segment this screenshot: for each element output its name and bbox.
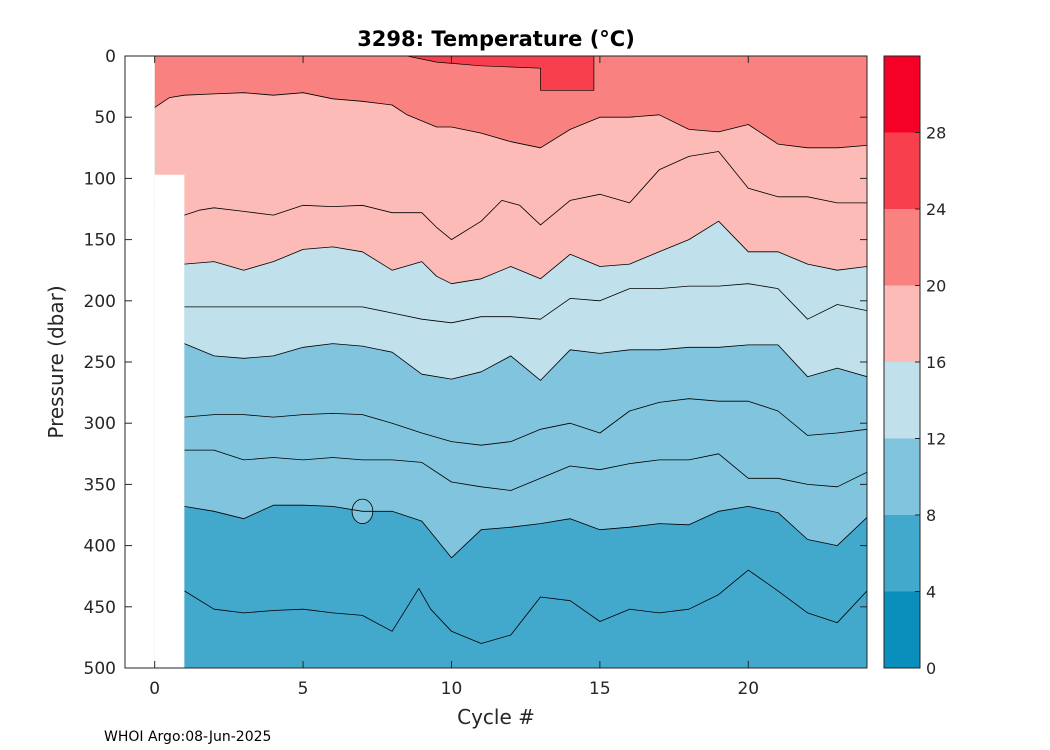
- isotherm-8: [184, 504, 867, 559]
- y-tick-label: 100: [84, 169, 116, 189]
- colorbar-segment-28: [884, 56, 920, 133]
- colorbar-segment-12: [884, 362, 920, 439]
- colorbar: 0 4 8 12 16 20 24 28: [883, 55, 946, 678]
- isotherm-20: [154, 92, 867, 149]
- isotherm-12: [184, 343, 867, 381]
- no-data-region: [154, 174, 185, 668]
- isotherm-14: [184, 283, 867, 324]
- y-tick-label: 50: [94, 108, 116, 128]
- x-axis: 0 5 10 15 20: [149, 56, 759, 699]
- colorbar-segment-16: [884, 285, 920, 362]
- band-above-20: [154, 56, 867, 148]
- colorbar-tick-label: 28: [926, 124, 946, 143]
- colorbar-tick-label: 12: [926, 430, 946, 449]
- colorbar-segment-24: [884, 132, 920, 209]
- colorbar-tick-label: 16: [926, 353, 946, 372]
- y-tick-label: 450: [84, 598, 116, 618]
- y-tick-label: 0: [105, 47, 116, 67]
- colorbar-segment-4: [884, 515, 920, 592]
- colorbar-tick-label: 4: [926, 583, 936, 602]
- contour-bands: [126, 56, 867, 668]
- x-tick-label: 15: [589, 679, 611, 699]
- colorbar-segment-0: [884, 591, 920, 668]
- colorbar-tick-label: 24: [926, 200, 946, 219]
- colorbar-tick-label: 20: [926, 277, 946, 296]
- y-tick-label: 250: [84, 353, 116, 373]
- footer-stamp: WHOI Argo:08-Jun-2025: [104, 729, 271, 745]
- isotherm-6: [184, 569, 867, 644]
- isotherm-18: [154, 151, 867, 241]
- x-tick-label: 0: [149, 679, 160, 699]
- y-tick-label: 350: [84, 475, 116, 495]
- colorbar-segment-8: [884, 438, 920, 515]
- band-24-28: [406, 56, 595, 91]
- x-tick-label: 5: [298, 679, 309, 699]
- colorbar-tick-label: 0: [926, 659, 936, 678]
- isotherm-lines: [154, 92, 867, 644]
- chart-title: 3298: Temperature (°C): [357, 27, 635, 51]
- y-tick-label: 400: [84, 537, 116, 557]
- y-tick-label: 200: [84, 292, 116, 312]
- x-tick-label: 10: [441, 679, 463, 699]
- y-axis-label: Pressure (dbar): [44, 285, 68, 438]
- y-axis: 0 50 100 150 200 250 300 350 400 450 500: [84, 47, 867, 679]
- colorbar-segment-20: [884, 209, 920, 286]
- x-axis-label: Cycle #: [457, 705, 535, 729]
- isotherm-10: [184, 398, 867, 446]
- y-tick-label: 150: [84, 231, 116, 251]
- y-tick-label: 500: [84, 659, 116, 679]
- isotherm-16: [184, 220, 867, 285]
- isotherm-9: [184, 449, 867, 491]
- y-tick-label: 300: [84, 414, 116, 434]
- colorbar-tick-label: 8: [926, 506, 936, 525]
- x-tick-label: 20: [737, 679, 759, 699]
